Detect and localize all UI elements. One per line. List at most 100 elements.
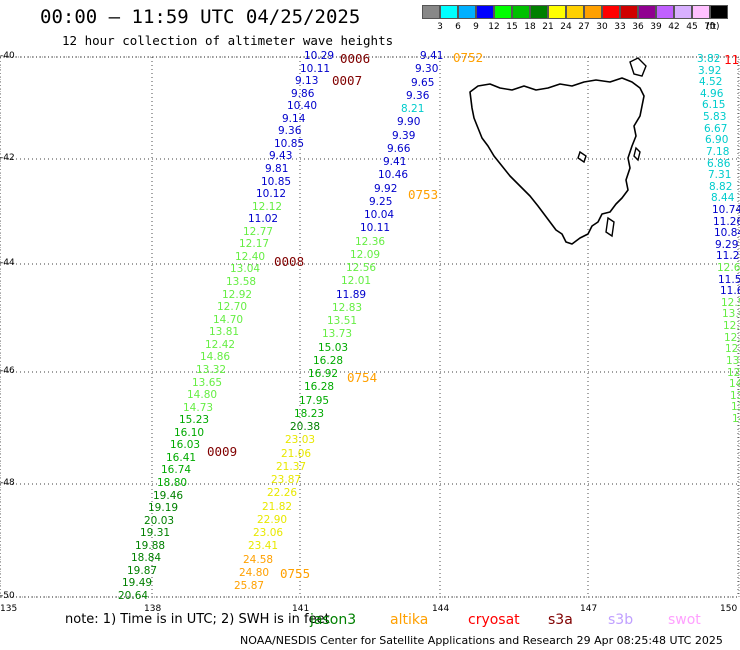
wave-height-value: 12.42: [205, 339, 236, 351]
flinders-island-coastline: [629, 57, 647, 77]
wave-height-value: 10.40: [287, 100, 318, 112]
wave-height-value: 11.67: [720, 285, 740, 297]
wave-height-value: 12.9: [724, 332, 740, 344]
wave-height-value: 18.84: [131, 552, 162, 564]
legend-label: 12: [488, 22, 500, 32]
pass-time-label: 0752: [453, 50, 484, 65]
pass-time-label: 0008: [274, 254, 305, 269]
wave-height-value: 10.74: [712, 204, 740, 216]
wave-height-value: 14.73: [183, 402, 214, 414]
legend-label: 45: [686, 22, 698, 32]
wave-height-value: 12.09: [350, 249, 381, 261]
satellite-key-item: jason3: [310, 612, 357, 628]
satellite-key-item: swot: [668, 612, 701, 628]
wave-height-value: 8.82: [709, 181, 733, 193]
page-title: 00:00 – 11:59 UTC 04/25/2025: [40, 6, 361, 28]
king-island-coastline: [577, 150, 587, 164]
wave-height-value: 22.26: [267, 487, 298, 499]
wave-height-value: 5.83: [703, 111, 727, 123]
legend-swatch: [476, 5, 494, 19]
legend-swatch: [656, 5, 674, 19]
wave-height-value: 13: [730, 390, 740, 402]
wave-height-value: 17.95: [299, 395, 330, 407]
wave-height-value: 20.03: [144, 515, 175, 527]
legend-label: 24: [560, 22, 572, 32]
wave-height-value: 9.30: [415, 63, 439, 75]
wave-height-value: 13.58: [226, 276, 257, 288]
wave-height-value: 18.23: [294, 408, 325, 420]
wave-height-value: 13.81: [209, 326, 240, 338]
wave-height-value: 12.8: [723, 320, 740, 332]
wave-height-value: 23.06: [253, 527, 284, 539]
wave-height-value: 11.23: [716, 250, 740, 262]
wave-height-value: 16.28: [304, 381, 335, 393]
wave-height-value: 11.89: [336, 289, 367, 301]
wave-height-value: 13.6: [722, 308, 740, 320]
wave-height-value: 18.80: [157, 477, 188, 489]
bruny-island-coastline: [605, 216, 615, 238]
wave-height-value: 19.46: [153, 490, 184, 502]
wave-height-value: 10.84: [714, 227, 740, 239]
wave-height-value: 16.10: [174, 427, 205, 439]
wave-height-value: 13.04: [230, 263, 261, 275]
wave-height-value: 7.18: [706, 146, 730, 158]
wave-height-value: 12.40: [235, 251, 266, 263]
wave-height-value: 6.90: [705, 134, 729, 146]
wave-height-value: 9.29: [715, 239, 739, 251]
wave-height-value: 10.12: [256, 188, 287, 200]
wave-height-value: 9.66: [387, 143, 411, 155]
wave-height-value: 20.38: [290, 421, 321, 433]
legend-swatch: [422, 5, 440, 19]
wave-height-value: 9.43: [269, 150, 293, 162]
footer-note: note: 1) Time is in UTC; 2) SWH is in fe…: [65, 612, 330, 627]
legend-swatch: [638, 5, 656, 19]
wave-height-value: 9.41: [383, 156, 407, 168]
wave-height-value: 14.70: [213, 314, 244, 326]
wave-height-value: 4.96: [700, 88, 724, 100]
legend-swatch: [548, 5, 566, 19]
wave-height-value: 15.03: [318, 342, 349, 354]
wave-height-value: 21.37: [276, 461, 307, 473]
wave-height-value: 7.31: [708, 169, 732, 181]
wave-height-value: 24.80: [239, 567, 270, 579]
legend-label: 18: [524, 22, 536, 32]
longitude-tick-label: 144: [432, 604, 450, 614]
legend-label: 70: [704, 22, 716, 32]
latitude-tick-label: -48: [0, 478, 15, 488]
legend-swatch: [530, 5, 548, 19]
longitude-tick-label: 138: [144, 604, 162, 614]
tasmania-coastline: [469, 77, 645, 245]
page-subtitle: 12 hour collection of altimeter wave hei…: [62, 33, 394, 48]
pass-time-label: 11: [724, 52, 740, 67]
wave-height-value: 23.03: [285, 434, 316, 446]
wave-height-value: 12.36: [355, 236, 386, 248]
wave-height-value: 4.52: [699, 76, 723, 88]
legend-label: 42: [668, 22, 680, 32]
wave-height-value: 19.49: [122, 577, 153, 589]
longitude-tick-label: 135: [0, 604, 18, 614]
wave-height-value: 14: [732, 413, 740, 425]
wave-height-value: 13.65: [192, 377, 223, 389]
wave-height-value: 14.80: [187, 389, 218, 401]
wave-height-value: 10.04: [364, 209, 395, 221]
legend-label: 39: [650, 22, 662, 32]
legend-label: 3: [437, 22, 443, 32]
wave-height-value: 9.92: [374, 183, 398, 195]
wave-height-value: 23.41: [248, 540, 279, 552]
pass-time-label: 0753: [408, 187, 439, 202]
wave-height-value: 10.85: [274, 138, 305, 150]
wave-height-value: 8.21: [401, 103, 425, 115]
longitude-tick-label: 141: [292, 604, 310, 614]
pass-time-label: 0754: [347, 370, 378, 385]
wave-height-value: 9.39: [392, 130, 416, 142]
legend-label: 9: [473, 22, 479, 32]
wave-height-value: 12.70: [217, 301, 248, 313]
legend-label: 27: [578, 22, 590, 32]
wave-height-value: 10.11: [300, 63, 331, 75]
wave-height-value: 12.01: [341, 275, 372, 287]
wave-height-value: 12.17: [239, 238, 270, 250]
wave-height-value: 6.86: [707, 158, 731, 170]
wave-height-value: 12.: [725, 343, 740, 355]
legend-swatch: [440, 5, 458, 19]
legend-label: 15: [506, 22, 518, 32]
